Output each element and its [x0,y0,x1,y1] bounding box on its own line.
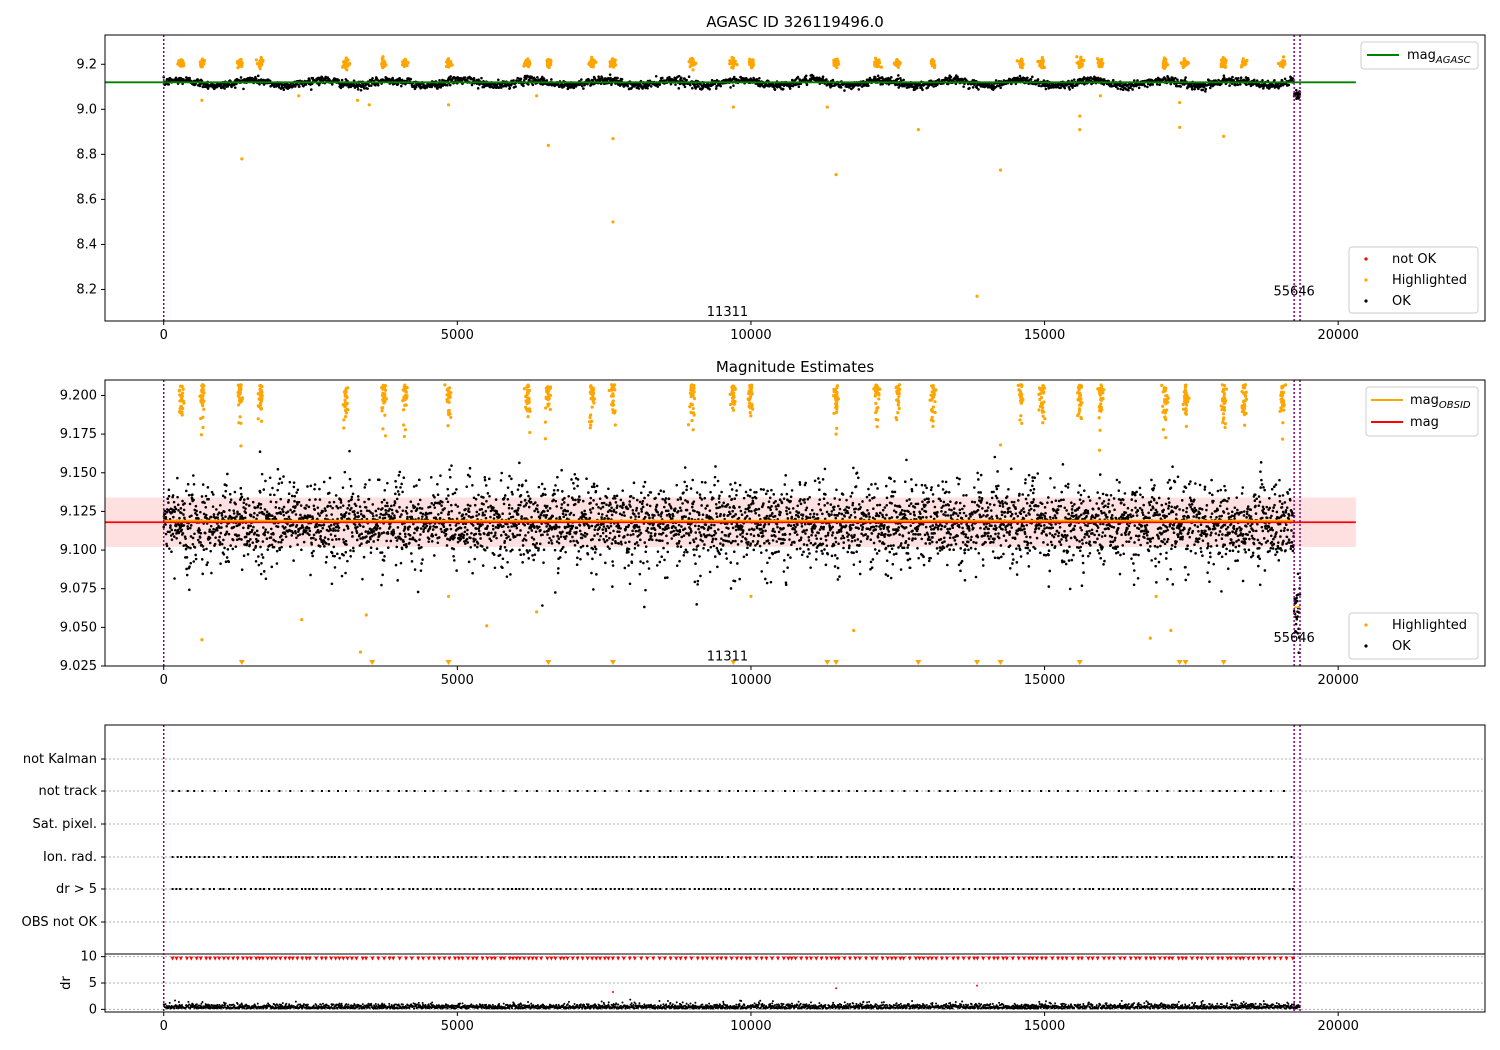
flag-row-label: not track [38,784,97,799]
flag-marks-dr-gt-5 [171,888,1294,890]
agasc-legend-upper: magAGASC [1360,41,1479,70]
estimates-ytick-label: 9.200 [60,388,97,403]
estimates-clipped-marker [974,660,981,665]
dr-ok-points [162,998,1301,1010]
estimates-frame [104,379,1486,667]
estimates-clipped-marker [1182,660,1189,665]
legend-mag-obsid: magOBSID [1410,393,1471,411]
dr-tick-label: 5 [89,976,97,991]
estimates-clipped-marker [915,660,922,665]
agasc-xtick-label: 10000 [730,328,771,343]
agasc-ytick-label: 8.8 [76,147,97,162]
estimates-ytick-label: 9.025 [60,659,97,674]
agasc-xtick-label: 15000 [1024,328,1065,343]
estimates-clipped-marker [609,660,616,665]
flag-row-label: Sat. pixel. [33,817,97,832]
estimates-plot-area: 0 5000 10000 15000 20000 9.025 9.050 9.075 9.100… [60,379,1486,688]
legend2-ok: OK [1392,639,1411,654]
estimates-clipped-marker [445,660,452,665]
dr-tick-label: 10 [80,950,97,965]
estimates-ytick-label: 9.150 [60,466,97,481]
agasc-obs-label: 55646 [1273,285,1314,300]
panel1-title: AGASC ID 326119496.0 [706,13,884,31]
estimates-ytick-label: 9.125 [60,504,97,519]
estimates-panel: Magnitude Estimates 0 5000 10000 15000 20000… [60,358,1486,688]
legend-mag: mag [1410,415,1439,430]
agasc-xtick-label: 0 [160,328,168,343]
agasc-frame [104,34,1486,322]
flags-xtick-label: 5000 [441,1019,474,1034]
dr-tick-label: 0 [89,1002,97,1017]
estimates-clipped-marker [730,660,737,665]
agasc-ytick-label: 8.2 [76,282,97,297]
legend2-highlighted: Highlighted [1392,618,1467,633]
estimates-legend-lower: Highlighted OK [1348,612,1479,660]
flags-xtick-label: 10000 [730,1019,771,1034]
estimates-obs-label: 55646 [1273,631,1314,646]
estimates-clipped-marker [824,660,831,665]
estimates-clipped-marker [1076,660,1083,665]
estimates-obs-label: 11311 [707,650,748,665]
estimates-xtick-label: 5000 [441,673,474,688]
legend-highlighted: Highlighted [1392,273,1467,288]
agasc-highlighted-points [176,55,1287,298]
flags-xtick-label: 0 [160,1019,168,1034]
estimates-clipped-marker [997,660,1004,665]
agasc-ok-points [162,73,1302,101]
estimates-clipped-marker [369,660,376,665]
agasc-ytick-label: 9.0 [76,102,97,117]
estimates-ytick-label: 9.075 [60,582,97,597]
agasc-ytick-label: 8.4 [76,237,97,252]
flags-xtick-label: 20000 [1318,1019,1359,1034]
flag-marks-ion-rad [171,856,1293,858]
estimates-ytick-label: 9.100 [60,543,97,558]
agasc-obs-label: 11311 [707,305,748,320]
flags-xtick-label: 15000 [1024,1019,1065,1034]
estimates-ytick-label: 9.175 [60,427,97,442]
agasc-ytick-label: 8.6 [76,192,97,207]
flag-row-label: Ion. rad. [43,850,97,865]
flag-row-label: OBS not OK [22,915,98,930]
agasc-plot-area: 0 5000 10000 15000 20000 8.2 8.4 8.6 8.8 9.0 9.2 11… [76,34,1486,343]
estimates-ytick-label: 9.050 [60,620,97,635]
flags-frame [104,724,1486,1013]
flag-row-label: not Kalman [23,752,97,767]
dr-red-points [170,956,1295,993]
estimates-xtick-label: 0 [160,673,168,688]
estimates-clipped-marker [1220,660,1227,665]
estimates-clipped-marker [1176,660,1183,665]
legend-not-ok: not OK [1392,252,1437,267]
legend-mag-agasc: magAGASC [1407,48,1471,66]
estimates-ok-points [162,449,1302,654]
agasc-panel: AGASC ID 326119496.0 0 5000 10000 15000 2000… [76,13,1486,343]
estimates-xtick-label: 10000 [730,673,771,688]
flags-panel: not Kalman not track Sat. pixel. Ion. rad. d… [22,724,1486,1034]
panel2-title: Magnitude Estimates [716,358,874,376]
legend-ok: OK [1392,294,1411,309]
estimates-xtick-label: 15000 [1024,673,1065,688]
dr-ylabel: dr [59,976,74,990]
estimates-xtick-label: 20000 [1318,673,1359,688]
agasc-ytick-label: 9.2 [76,57,97,72]
flag-marks-not-track [171,790,1285,792]
flag-row-label: dr > 5 [56,882,97,897]
estimates-clipped-marker [238,660,245,665]
estimates-clipped-marker [833,660,840,665]
estimates-legend-upper: magOBSID mag [1365,386,1479,437]
flags-plot-area: not Kalman not track Sat. pixel. Ion. rad. d… [22,724,1486,1034]
agasc-xtick-label: 5000 [441,328,474,343]
agasc-xtick-label: 20000 [1318,328,1359,343]
agasc-legend-lower: not OK Highlighted OK [1348,246,1479,314]
estimates-clipped-marker [545,660,552,665]
